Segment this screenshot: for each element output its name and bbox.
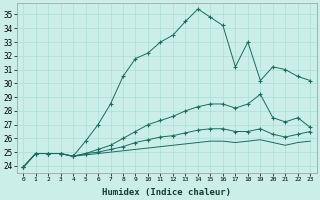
X-axis label: Humidex (Indice chaleur): Humidex (Indice chaleur) xyxy=(102,188,231,197)
